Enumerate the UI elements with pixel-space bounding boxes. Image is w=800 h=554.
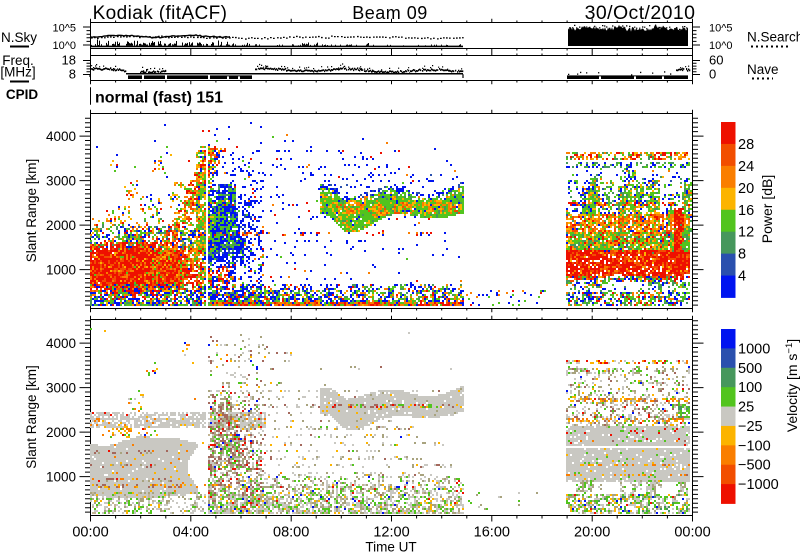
svg-text:−500: −500 <box>738 458 771 474</box>
svg-text:100: 100 <box>738 380 762 396</box>
svg-text:8: 8 <box>738 247 746 263</box>
svg-text:Time UT: Time UT <box>365 540 416 554</box>
svg-text:CPID: CPID <box>6 87 39 102</box>
svg-text:0: 0 <box>709 67 716 82</box>
svg-text:10^0: 10^0 <box>709 40 733 52</box>
svg-text:16: 16 <box>738 203 754 219</box>
svg-text:18: 18 <box>62 53 76 68</box>
svg-text:00:00: 00:00 <box>674 525 710 541</box>
svg-text:Slant Range [km]: Slant Range [km] <box>24 159 39 263</box>
svg-text:20: 20 <box>738 181 754 197</box>
svg-text:normal (fast) 151: normal (fast) 151 <box>95 90 223 107</box>
svg-text:−100: −100 <box>738 438 771 454</box>
svg-text:−1000: −1000 <box>738 477 779 493</box>
svg-text:Kodiak (fitACF): Kodiak (fitACF) <box>93 3 228 24</box>
svg-text:1000: 1000 <box>46 470 76 485</box>
svg-text:Beam 09: Beam 09 <box>352 3 428 23</box>
svg-text:3000: 3000 <box>46 381 76 396</box>
svg-text:3000: 3000 <box>46 174 76 189</box>
svg-text:10^0: 10^0 <box>52 40 76 52</box>
svg-text:1000: 1000 <box>738 341 770 357</box>
svg-text:00:00: 00:00 <box>72 525 108 541</box>
svg-text:Slant Range [km]: Slant Range [km] <box>24 365 39 469</box>
svg-text:Velocity [m s−1]: Velocity [m s−1] <box>784 339 800 432</box>
svg-text:500: 500 <box>738 361 762 377</box>
svg-text:24: 24 <box>738 159 754 175</box>
svg-text:1000: 1000 <box>46 263 76 278</box>
svg-text:60: 60 <box>709 53 723 68</box>
svg-text:[MHz]: [MHz] <box>0 65 35 80</box>
svg-text:N.Search: N.Search <box>747 30 800 45</box>
svg-text:Freq.: Freq. <box>2 53 34 68</box>
svg-text:16:00: 16:00 <box>474 525 510 541</box>
svg-text:−25: −25 <box>738 419 763 435</box>
svg-text:25: 25 <box>738 400 754 416</box>
svg-text:8: 8 <box>69 67 76 82</box>
svg-text:08:00: 08:00 <box>273 525 309 541</box>
svg-text:20:00: 20:00 <box>574 525 610 541</box>
svg-text:Nave: Nave <box>747 62 779 77</box>
svg-text:12:00: 12:00 <box>373 525 409 541</box>
svg-text:10^5: 10^5 <box>709 23 733 35</box>
svg-text:4000: 4000 <box>46 129 76 144</box>
svg-text:04:00: 04:00 <box>173 525 209 541</box>
svg-text:4: 4 <box>738 269 746 285</box>
svg-text:N.Sky: N.Sky <box>1 30 37 45</box>
svg-text:10^5: 10^5 <box>52 23 76 35</box>
svg-text:12: 12 <box>738 225 754 241</box>
svg-text:28: 28 <box>738 137 754 153</box>
svg-text:2000: 2000 <box>46 218 76 233</box>
svg-text:4000: 4000 <box>46 336 76 351</box>
svg-text:2000: 2000 <box>46 425 76 440</box>
svg-text:30/Oct/2010: 30/Oct/2010 <box>585 2 696 24</box>
svg-text:Power [dB]: Power [dB] <box>759 175 775 243</box>
